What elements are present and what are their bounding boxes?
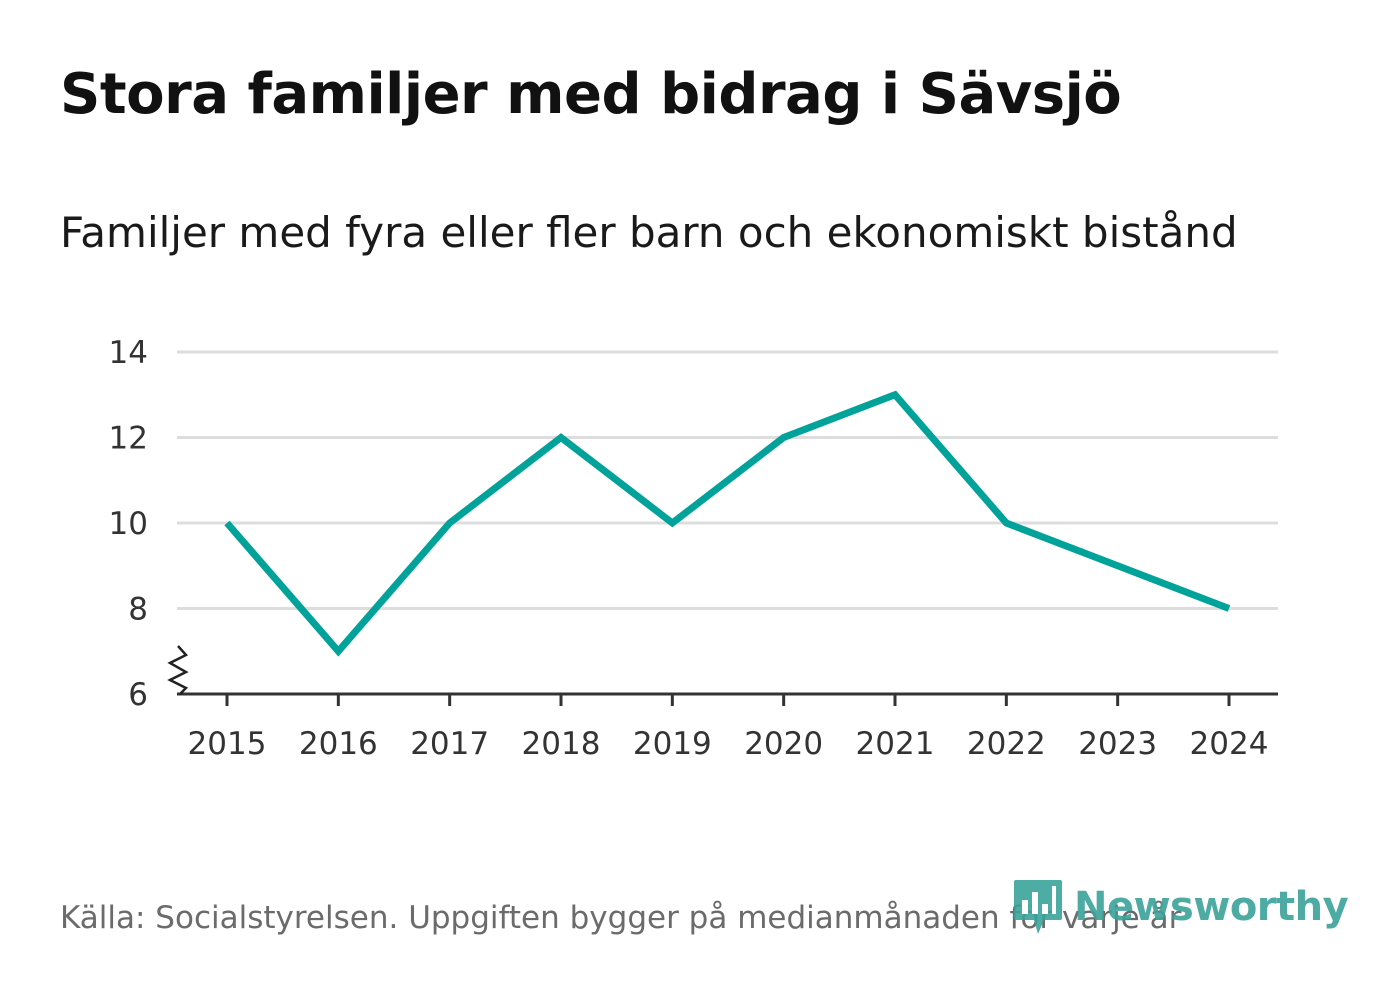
chart-title: Stora familjer med bidrag i Sävsjö [60, 62, 1122, 127]
y-tick-label: 12 [109, 421, 148, 457]
y-tick-label: 10 [109, 506, 148, 542]
chart-subtitle: Familjer med fyra eller fler barn och ek… [60, 208, 1238, 257]
x-tick-label: 2015 [188, 726, 267, 762]
bar-chart-icon [1014, 880, 1062, 934]
x-tick-label: 2017 [410, 726, 489, 762]
x-tick-label: 2023 [1078, 726, 1157, 762]
newsworthy-logo: Newsworthy [1012, 878, 1349, 936]
x-tick-label: 2021 [856, 726, 935, 762]
logo-text: Newsworthy [1074, 884, 1349, 930]
axis-break-marker [167, 645, 189, 695]
y-tick-label: 14 [109, 335, 148, 371]
x-tick-label: 2018 [522, 726, 601, 762]
x-tick-label: 2019 [633, 726, 712, 762]
series-line [224, 390, 1231, 657]
y-tick-label: 8 [128, 592, 148, 628]
y-tick-label: 6 [128, 677, 148, 713]
x-tick-label: 2016 [299, 726, 378, 762]
x-tick-label: 2020 [744, 726, 823, 762]
x-tick-label: 2022 [967, 726, 1046, 762]
source-note: Källa: Socialstyrelsen. Uppgiften bygger… [60, 900, 1182, 936]
x-tick-label: 2024 [1190, 726, 1269, 762]
